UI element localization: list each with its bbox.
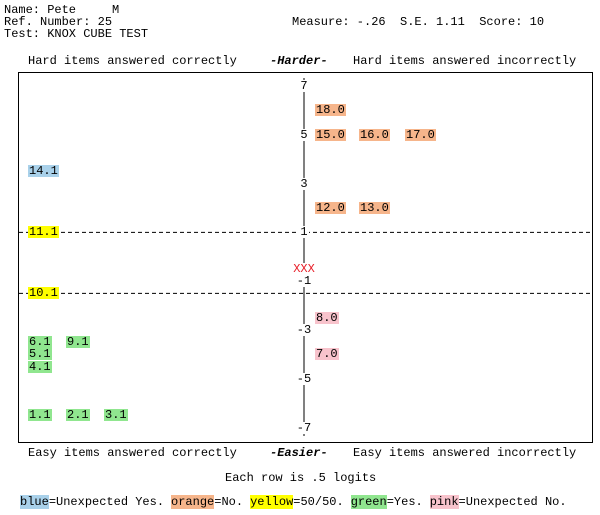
axis-tick-label: 1 bbox=[299, 225, 309, 240]
top-center: -Harder- bbox=[270, 54, 328, 68]
legend-key: orange bbox=[171, 495, 215, 509]
legend-text: =Yes. bbox=[386, 495, 423, 509]
item: 6.1 bbox=[28, 335, 52, 350]
axis-tick-label: 7 bbox=[299, 79, 309, 93]
item: 16.0 bbox=[359, 127, 390, 142]
item: 11.1 bbox=[28, 225, 59, 240]
legend: blue=Unexpected Yes. orange=No. yellow=50/… bbox=[20, 495, 574, 509]
item: 12.0 bbox=[315, 201, 346, 215]
bottom-right: Easy items answered incorrectly bbox=[353, 446, 577, 460]
axis-tick-label: 5 bbox=[299, 127, 309, 142]
person-marker: XXX bbox=[292, 262, 316, 276]
legend-key: yellow bbox=[250, 495, 294, 509]
ref: Ref. Number: 25 bbox=[4, 15, 113, 29]
legend-key: pink bbox=[429, 495, 459, 509]
item: 14.1 bbox=[28, 164, 59, 179]
bottom-center: -Easier- bbox=[270, 446, 328, 460]
item: 18.0 bbox=[315, 103, 346, 118]
top-left: Hard items answered correctly bbox=[28, 54, 237, 68]
item: 4.1 bbox=[28, 359, 52, 374]
item: 10.1 bbox=[28, 286, 59, 301]
legend-text: =Unexpected Yes. bbox=[48, 495, 165, 509]
legend-text: =No. bbox=[214, 495, 244, 509]
item: 8.0 bbox=[315, 310, 339, 325]
item: 9.1 bbox=[66, 335, 90, 350]
legend-text: =50/50. bbox=[293, 495, 344, 509]
stats: Measure: -.26 S.E. 1.11 Score: 10 bbox=[292, 15, 545, 29]
item: 17.0 bbox=[405, 127, 436, 142]
item: 2.1 bbox=[66, 408, 90, 423]
axis-tick-label: -7 bbox=[295, 420, 313, 435]
top-right: Hard items answered incorrectly bbox=[353, 54, 577, 68]
axis-tick-label: -5 bbox=[295, 371, 313, 386]
note: Each row is .5 logits bbox=[225, 471, 377, 485]
axis-tick-label: -1 bbox=[295, 274, 313, 289]
test: Test: KNOX CUBE TEST bbox=[4, 27, 149, 41]
item: 3.1 bbox=[104, 408, 128, 423]
item: 13.0 bbox=[359, 201, 390, 215]
item: 7.0 bbox=[315, 347, 339, 362]
bottom-left: Easy items answered correctly bbox=[28, 446, 237, 460]
legend-key: blue bbox=[20, 495, 49, 509]
legend-key: green bbox=[350, 495, 387, 509]
map-box bbox=[18, 72, 593, 443]
name: Name: Pete M bbox=[4, 3, 120, 17]
legend-text: =Unexpected No. bbox=[458, 495, 567, 509]
item: 15.0 bbox=[315, 127, 346, 142]
item: 1.1 bbox=[28, 408, 52, 423]
axis-tick-label: -3 bbox=[295, 323, 313, 337]
axis-tick-label: 3 bbox=[299, 176, 309, 191]
item: 5.1 bbox=[28, 347, 52, 362]
